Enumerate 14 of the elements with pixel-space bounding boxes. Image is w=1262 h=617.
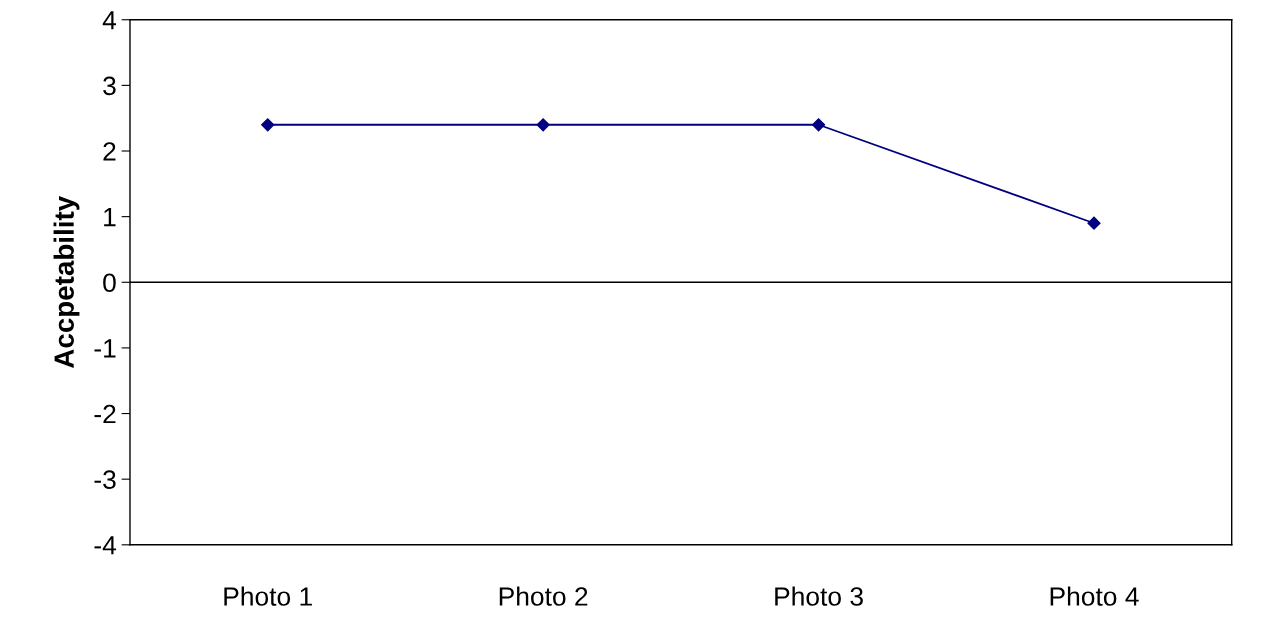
- y-tick-label: 1: [104, 208, 116, 227]
- y-tick-label: -2: [94, 404, 116, 424]
- x-tick-label: Photo 1: [224, 586, 312, 606]
- x-tick-label: Photo 2: [499, 586, 588, 606]
- x-tick-label: Photo 3: [775, 586, 863, 606]
- y-tick-label: -4: [94, 536, 117, 555]
- y-tick-label: 0: [103, 273, 116, 293]
- y-tick-label: 4: [102, 11, 117, 30]
- y-tick-label: 3: [103, 76, 116, 96]
- y-tick-label: -3: [94, 470, 116, 489]
- y-tick-label: 2: [103, 142, 116, 161]
- y-axis-title: Accpetability: [53, 195, 80, 369]
- x-tick-label: Photo 4: [1050, 586, 1139, 606]
- y-tick-label: -1: [94, 339, 116, 358]
